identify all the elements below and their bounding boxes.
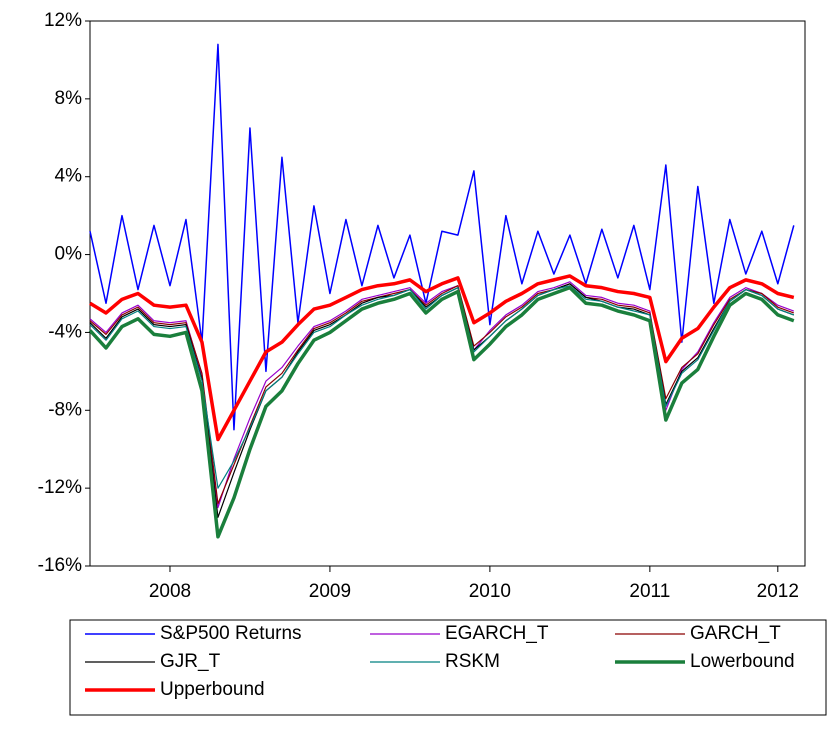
series-line [89,285,795,489]
plot-frame [89,20,806,567]
x-tick-label: 2008 [149,581,191,602]
series-line [89,43,795,431]
y-tick-label: 0% [55,244,83,265]
legend-label: GARCH_T [690,623,781,644]
legend-label: EGARCH_T [445,623,549,644]
legend-label: Upperbound [160,679,265,700]
y-tick-label: 8% [55,88,83,109]
series-layer [88,43,795,539]
y-tick-label: -16% [38,555,82,576]
legend-box [69,619,827,716]
legend-label: RSKM [445,651,500,672]
series-line [89,281,795,509]
legend-label: Lowerbound [690,651,795,672]
y-tick-label: -12% [38,477,82,498]
x-tick-label: 2011 [629,581,670,602]
legend-label: GJR_T [160,651,221,672]
x-tick-label: 2009 [309,581,351,602]
y-tick-label: -8% [48,399,82,420]
series-line [89,274,795,442]
y-tick-label: -4% [48,321,82,342]
series-line [89,283,795,505]
legend-label: S&P500 Returns [160,623,302,644]
series-line [89,283,795,518]
x-tick-label: 2010 [469,581,511,602]
y-tick-label: 4% [55,166,83,187]
x-tick-label: 2012 [757,581,799,602]
series-line [88,285,795,539]
y-tick-label: 12% [44,10,82,31]
